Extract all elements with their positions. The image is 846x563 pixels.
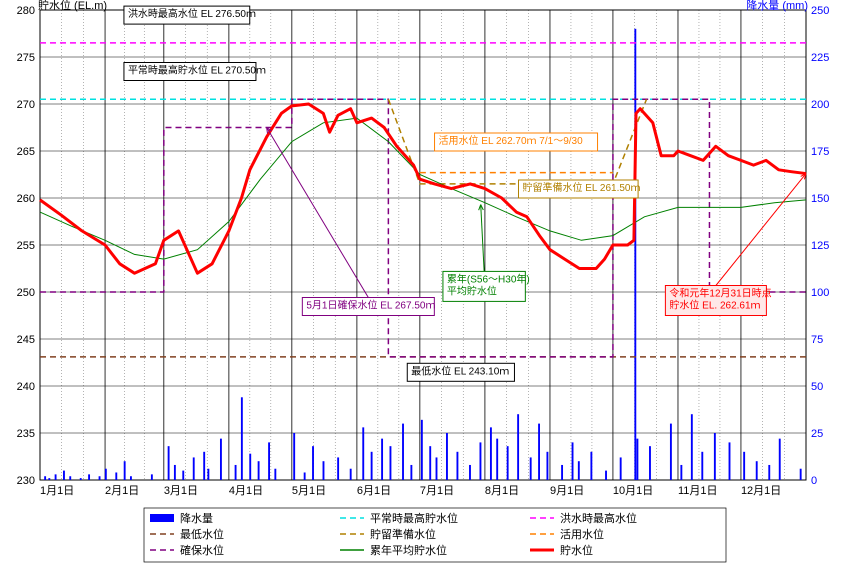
svg-text:75: 75 <box>811 334 823 346</box>
svg-text:降水量 (mm): 降水量 (mm) <box>746 0 808 12</box>
svg-text:7月1日: 7月1日 <box>420 485 454 497</box>
svg-text:150: 150 <box>811 193 829 205</box>
svg-text:5月1日: 5月1日 <box>292 485 326 497</box>
svg-text:275: 275 <box>17 52 35 64</box>
svg-text:255: 255 <box>17 240 35 252</box>
svg-text:4月1日: 4月1日 <box>229 485 263 497</box>
svg-text:平均貯水位: 平均貯水位 <box>447 284 497 297</box>
svg-text:230: 230 <box>17 475 35 487</box>
svg-text:累年(S56～H30年): 累年(S56～H30年) <box>447 272 530 285</box>
svg-text:確保水位: 確保水位 <box>180 543 224 557</box>
svg-text:10月1日: 10月1日 <box>613 485 653 497</box>
svg-text:245: 245 <box>17 334 35 346</box>
svg-text:100: 100 <box>811 287 829 299</box>
svg-text:5月1日確保水位 EL 267.50ｍ: 5月1日確保水位 EL 267.50ｍ <box>306 299 435 312</box>
svg-text:洪水時最高水位 EL 276.50ｍ: 洪水時最高水位 EL 276.50ｍ <box>128 7 256 20</box>
svg-text:200: 200 <box>811 99 829 111</box>
svg-text:最低水位: 最低水位 <box>180 527 224 541</box>
svg-text:9月1日: 9月1日 <box>550 485 584 497</box>
svg-text:8月1日: 8月1日 <box>485 485 519 497</box>
svg-text:2月1日: 2月1日 <box>105 485 139 497</box>
svg-text:175: 175 <box>811 146 829 158</box>
svg-text:降水量: 降水量 <box>180 511 213 525</box>
svg-text:50: 50 <box>811 381 823 393</box>
svg-text:貯留準備水位: 貯留準備水位 <box>370 527 436 541</box>
svg-text:260: 260 <box>17 193 35 205</box>
svg-text:235: 235 <box>17 428 35 440</box>
svg-text:125: 125 <box>811 240 829 252</box>
svg-text:280: 280 <box>17 5 35 17</box>
svg-text:貯水位 EL. 262.61ｍ: 貯水位 EL. 262.61ｍ <box>669 299 760 312</box>
chart-svg: 230 235 240 245 250 255 260 265 270 275 280 0 25 50 75… <box>0 0 846 563</box>
svg-text:11月1日: 11月1日 <box>678 485 718 497</box>
svg-text:0: 0 <box>811 475 817 487</box>
svg-text:洪水時最高水位: 洪水時最高水位 <box>560 511 637 525</box>
chart-container: 230 235 240 245 250 255 260 265 270 275 280 0 25 50 75… <box>0 0 846 563</box>
svg-text:最低水位 EL 243.10ｍ: 最低水位 EL 243.10ｍ <box>411 364 509 377</box>
svg-text:貯水位 (EL.m): 貯水位 (EL.m) <box>38 0 107 12</box>
svg-text:累年平均貯水位: 累年平均貯水位 <box>370 543 447 557</box>
svg-text:平常時最高貯水位 EL 270.50ｍ: 平常時最高貯水位 EL 270.50ｍ <box>128 64 266 77</box>
svg-text:270: 270 <box>17 99 35 111</box>
svg-text:250: 250 <box>811 5 829 17</box>
svg-text:貯留準備水位 EL 261.50ｍ: 貯留準備水位 EL 261.50ｍ <box>522 181 640 194</box>
svg-text:25: 25 <box>811 428 823 440</box>
svg-text:250: 250 <box>17 287 35 299</box>
svg-text:6月1日: 6月1日 <box>357 485 391 497</box>
svg-text:225: 225 <box>811 52 829 64</box>
svg-text:活用水位: 活用水位 <box>560 527 604 541</box>
svg-text:1月1日: 1月1日 <box>40 485 74 497</box>
svg-text:貯水位: 貯水位 <box>560 543 593 557</box>
svg-text:平常時最高貯水位: 平常時最高貯水位 <box>370 511 458 525</box>
svg-text:活用水位 EL 262.70ｍ 7/1～9/30: 活用水位 EL 262.70ｍ 7/1～9/30 <box>439 134 584 147</box>
svg-text:令和元年12月31日時点: 令和元年12月31日時点 <box>669 287 771 300</box>
svg-text:265: 265 <box>17 146 35 158</box>
svg-text:3月1日: 3月1日 <box>164 485 198 497</box>
svg-text:12月1日: 12月1日 <box>741 485 781 497</box>
svg-text:240: 240 <box>17 381 35 393</box>
